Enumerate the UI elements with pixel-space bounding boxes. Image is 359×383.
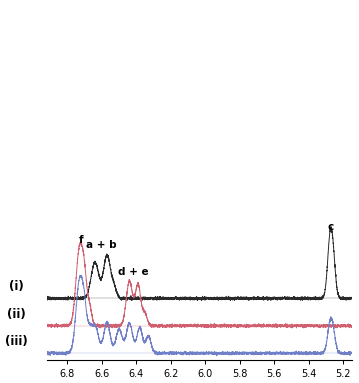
Text: a + b: a + b xyxy=(86,241,116,250)
Text: (i): (i) xyxy=(9,280,24,293)
Text: d + e: d + e xyxy=(118,267,149,277)
Text: (ii): (ii) xyxy=(7,308,25,321)
Text: c: c xyxy=(328,223,334,232)
Text: f: f xyxy=(79,235,83,246)
Text: (iii): (iii) xyxy=(5,335,28,348)
